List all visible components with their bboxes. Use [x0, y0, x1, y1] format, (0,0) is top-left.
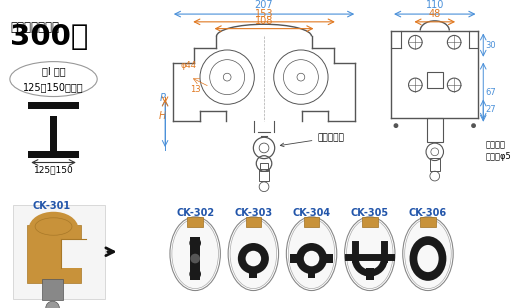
Text: CK-301: CK-301 [32, 201, 70, 211]
Bar [420, 217, 436, 226]
Text: 125・150: 125・150 [34, 165, 74, 174]
Bar [190, 237, 200, 280]
Text: 67: 67 [485, 88, 496, 97]
Ellipse shape [230, 219, 277, 289]
Bar [366, 268, 374, 280]
Text: スペーサー: スペーサー [280, 133, 344, 147]
Text: 110: 110 [426, 0, 444, 10]
Text: 300型: 300型 [10, 23, 89, 51]
Bar [430, 158, 439, 171]
Ellipse shape [417, 245, 439, 272]
Text: 125・150㎜用）: 125・150㎜用） [23, 82, 84, 92]
Ellipse shape [403, 217, 453, 290]
Text: 153: 153 [255, 9, 273, 19]
Ellipse shape [286, 217, 337, 290]
Text: 207: 207 [255, 0, 273, 10]
Bar [250, 268, 257, 278]
Text: チェーン: チェーン [485, 140, 505, 150]
Circle shape [394, 123, 399, 128]
Bar [308, 268, 315, 278]
Bar [28, 102, 79, 109]
Ellipse shape [170, 217, 220, 290]
Bar [50, 116, 57, 151]
Bar [427, 72, 443, 88]
Text: （I 形鋼: （I 形鋼 [42, 66, 65, 76]
Bar [323, 254, 333, 263]
Circle shape [190, 254, 200, 263]
Bar [260, 164, 268, 171]
Bar [259, 169, 269, 181]
Text: CK-304: CK-304 [293, 208, 331, 218]
Text: 108: 108 [255, 16, 273, 26]
Bar [61, 239, 85, 268]
Text: ダブルローラー: ダブルローラー [11, 21, 60, 34]
Text: CK-302: CK-302 [176, 208, 214, 218]
Ellipse shape [172, 219, 218, 289]
Circle shape [46, 301, 59, 308]
Circle shape [189, 237, 201, 249]
Ellipse shape [410, 236, 446, 281]
Text: φ44: φ44 [181, 61, 197, 70]
Bar [28, 151, 79, 158]
Bar [42, 279, 63, 300]
Text: CK-305: CK-305 [351, 208, 389, 218]
Bar [427, 118, 443, 142]
Bar [28, 225, 81, 283]
Bar [290, 254, 300, 263]
Text: 13: 13 [190, 85, 201, 94]
Ellipse shape [228, 217, 279, 290]
Text: 連結孔φ5: 連結孔φ5 [485, 152, 511, 161]
Circle shape [238, 243, 269, 274]
Ellipse shape [288, 219, 335, 289]
Ellipse shape [35, 218, 72, 235]
Text: 27: 27 [485, 105, 496, 114]
Ellipse shape [405, 219, 451, 289]
Bar [245, 217, 261, 226]
Circle shape [471, 123, 476, 128]
Ellipse shape [347, 219, 393, 289]
Bar [304, 217, 319, 226]
Text: 30: 30 [485, 41, 496, 50]
Circle shape [296, 243, 327, 274]
Text: 48: 48 [429, 9, 441, 19]
Text: CK-303: CK-303 [234, 208, 272, 218]
Bar [188, 217, 203, 226]
Bar [362, 217, 377, 226]
Bar [13, 205, 105, 299]
Circle shape [304, 251, 319, 266]
Text: H: H [158, 111, 166, 121]
Text: CK-306: CK-306 [409, 208, 447, 218]
Circle shape [189, 268, 201, 280]
Text: P: P [160, 93, 166, 103]
Ellipse shape [344, 217, 395, 290]
Circle shape [245, 251, 261, 266]
